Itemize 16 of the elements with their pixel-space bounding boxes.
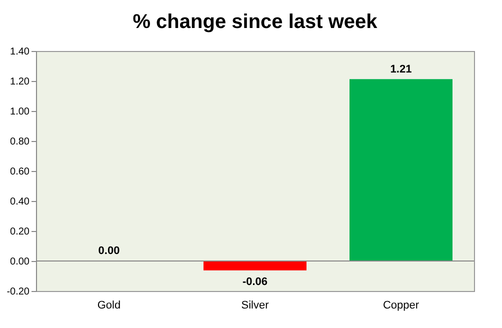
y-tick-label: 1.40 xyxy=(10,46,30,58)
y-tick-label: 0.20 xyxy=(10,226,30,238)
x-tick-label: Silver xyxy=(241,300,270,312)
y-tick-label: 1.00 xyxy=(10,106,30,118)
y-tick-label: 1.20 xyxy=(10,76,30,88)
data-label: 0.00 xyxy=(98,245,120,257)
x-tick-label: Copper xyxy=(382,300,420,312)
data-label: -0.06 xyxy=(242,276,268,288)
chart-title: % change since last week xyxy=(132,11,378,33)
y-tick-label: 0.00 xyxy=(10,256,30,268)
y-tick-label: 0.40 xyxy=(10,196,30,208)
y-tick-label: -0.20 xyxy=(6,286,30,298)
y-tick-label: 0.80 xyxy=(10,136,30,148)
y-tick-label: 0.60 xyxy=(10,166,30,178)
x-tick-label: Gold xyxy=(97,300,121,312)
data-label: 1.21 xyxy=(390,64,412,76)
